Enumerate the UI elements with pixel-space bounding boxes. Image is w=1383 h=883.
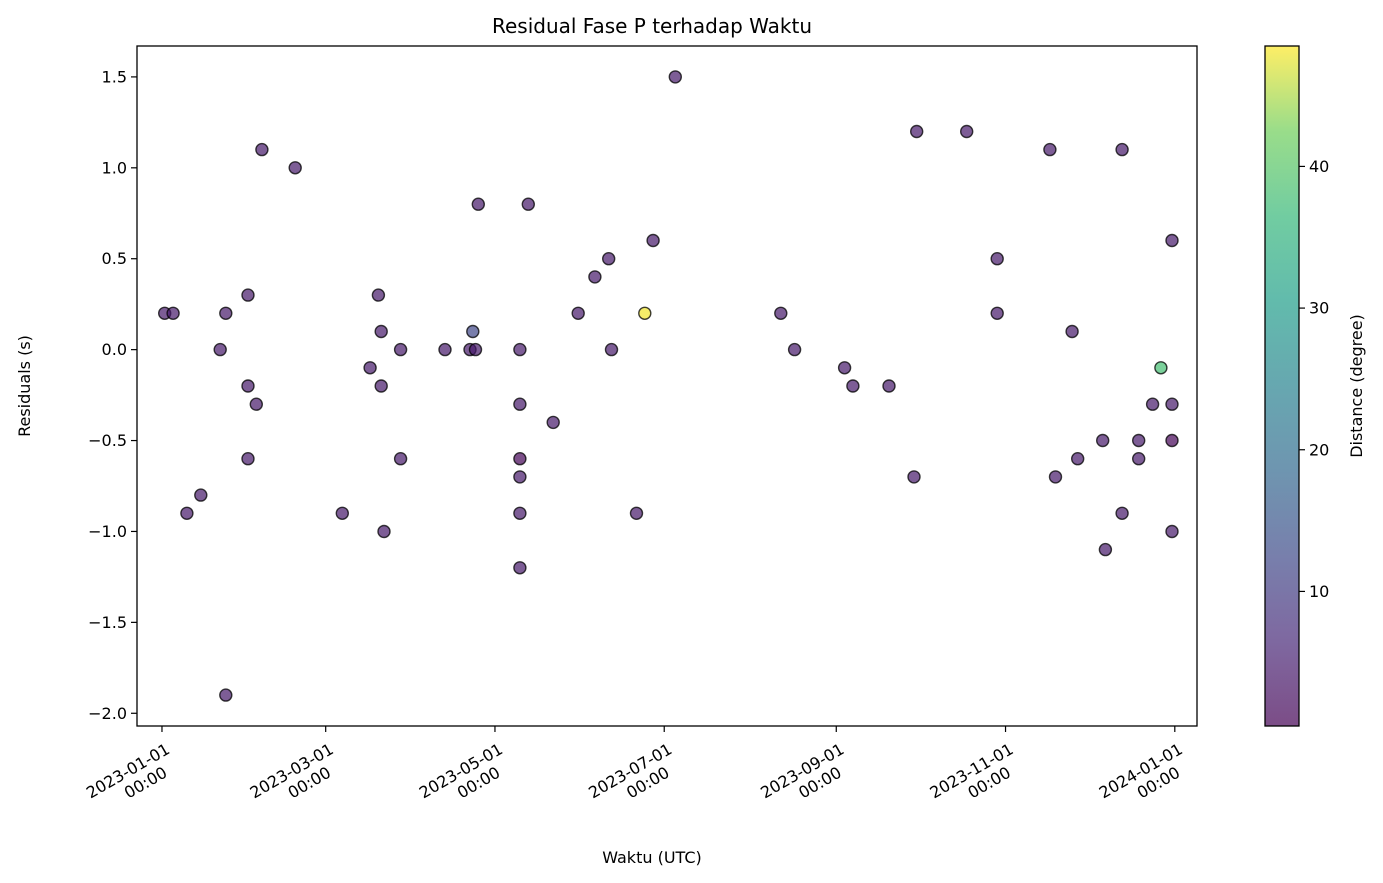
x-axis-label: Waktu (UTC) bbox=[602, 848, 702, 867]
data-point bbox=[1165, 233, 1179, 248]
colorbar-label: Distance (degree) bbox=[1347, 314, 1366, 458]
y-tick-label: 0.5 bbox=[102, 249, 127, 268]
data-point bbox=[371, 288, 386, 302]
data-point bbox=[219, 306, 233, 320]
data-point bbox=[1131, 452, 1146, 466]
data-point bbox=[1165, 397, 1179, 411]
y-tick-label: −2.0 bbox=[88, 704, 127, 723]
data-point bbox=[521, 197, 535, 211]
data-point bbox=[1165, 433, 1179, 448]
data-point bbox=[1115, 506, 1129, 520]
y-tick-label: −1.5 bbox=[88, 613, 127, 632]
y-tick-label: 1.5 bbox=[102, 67, 127, 86]
data-point bbox=[990, 252, 1004, 266]
data-point bbox=[249, 397, 263, 411]
data-point bbox=[374, 324, 388, 339]
y-axis: 1.5 1.0 0.5 0.0 −0.5 −1.0 −1.5 −2.0 bbox=[88, 67, 137, 723]
data-point bbox=[1095, 433, 1110, 448]
colorbar-tick-label: 30 bbox=[1309, 299, 1329, 318]
data-point bbox=[1165, 524, 1179, 539]
data-point bbox=[393, 452, 408, 466]
data-point bbox=[1115, 142, 1129, 157]
data-point bbox=[588, 270, 602, 284]
colorbar-tick-label: 40 bbox=[1309, 157, 1329, 176]
data-point bbox=[1131, 433, 1146, 448]
data-point bbox=[180, 506, 194, 520]
data-point bbox=[393, 342, 408, 357]
data-point bbox=[374, 379, 388, 393]
y-tick-label: 0.0 bbox=[102, 340, 127, 359]
data-point bbox=[513, 506, 527, 520]
colorbar-tick-label: 10 bbox=[1309, 582, 1329, 601]
y-tick-label: −1.0 bbox=[88, 522, 127, 541]
data-point bbox=[513, 470, 527, 484]
data-point bbox=[194, 488, 208, 502]
data-point bbox=[513, 561, 527, 575]
plot-frame bbox=[136, 45, 1198, 727]
data-point bbox=[546, 415, 560, 430]
data-point bbox=[629, 506, 644, 520]
data-point bbox=[646, 233, 660, 248]
colorbar-fill bbox=[1265, 46, 1299, 726]
data-point bbox=[513, 397, 527, 411]
data-point bbox=[166, 306, 180, 320]
data-point bbox=[774, 306, 788, 320]
data-point bbox=[468, 342, 483, 357]
data-point bbox=[602, 252, 616, 266]
data-point bbox=[1048, 470, 1063, 484]
data-point bbox=[213, 342, 227, 357]
data-point bbox=[241, 288, 255, 302]
y-tick-label: 1.0 bbox=[102, 158, 127, 177]
data-point bbox=[255, 142, 269, 157]
data-point bbox=[638, 306, 652, 320]
data-point bbox=[668, 70, 682, 84]
data-point bbox=[1065, 324, 1079, 339]
data-point bbox=[907, 470, 921, 484]
colorbar-tick-label: 20 bbox=[1309, 440, 1329, 459]
colorbar: 10 20 30 40 bbox=[1264, 45, 1329, 727]
data-point bbox=[571, 306, 585, 320]
data-point bbox=[288, 161, 302, 175]
data-point bbox=[219, 688, 233, 702]
colorbar-frame bbox=[1264, 45, 1300, 727]
data-point bbox=[910, 124, 924, 139]
data-point bbox=[846, 379, 860, 393]
data-point bbox=[1070, 452, 1085, 466]
data-point bbox=[990, 306, 1004, 320]
y-axis-label: Residuals (s) bbox=[15, 335, 34, 437]
y-tick-label: −0.5 bbox=[88, 431, 127, 450]
data-point bbox=[466, 324, 480, 339]
points-layer bbox=[157, 70, 1179, 702]
colorbar-ticks: 10 20 30 40 bbox=[1299, 157, 1329, 601]
data-point bbox=[1145, 397, 1160, 411]
data-point bbox=[241, 379, 255, 393]
data-point bbox=[241, 452, 255, 466]
data-point bbox=[1154, 361, 1168, 375]
data-point bbox=[377, 524, 391, 539]
data-point bbox=[1098, 542, 1113, 557]
data-point bbox=[513, 452, 527, 466]
data-point bbox=[960, 124, 974, 139]
data-point bbox=[882, 379, 896, 393]
data-point bbox=[1043, 142, 1057, 157]
data-point bbox=[787, 342, 802, 357]
data-point bbox=[363, 361, 377, 375]
data-point bbox=[335, 506, 349, 520]
chart-title: Residual Fase P terhadap Waktu bbox=[492, 14, 812, 38]
data-point bbox=[513, 342, 527, 357]
data-point bbox=[604, 342, 619, 357]
data-point bbox=[837, 361, 852, 375]
data-point bbox=[471, 197, 485, 211]
data-point bbox=[438, 342, 452, 357]
